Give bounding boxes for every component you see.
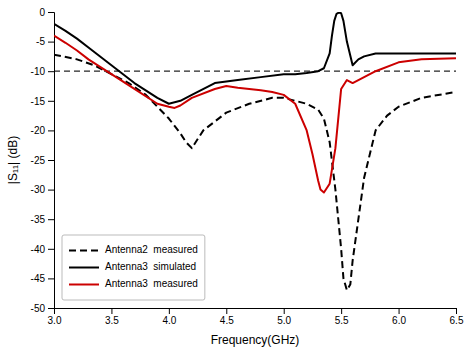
x-axis-title: Frequency(GHz)	[211, 333, 300, 347]
tick-mark	[48, 42, 54, 43]
tick: 6.0	[392, 308, 406, 326]
series-line	[54, 36, 456, 193]
legend-item: Antenna2 measured	[69, 244, 198, 255]
legend-swatch	[69, 250, 99, 252]
legend-swatch	[69, 284, 99, 286]
tick-mark	[456, 308, 457, 314]
legend-frame	[62, 235, 205, 300]
tick: 4.5	[220, 308, 234, 326]
tick-label: -5	[36, 36, 45, 47]
tick: -15	[31, 96, 54, 107]
legend-label: Antenna3 simulated	[105, 261, 196, 272]
tick-label: -50	[31, 303, 46, 314]
tick: -5	[36, 36, 54, 47]
tick-mark	[284, 308, 285, 314]
tick-mark	[48, 12, 54, 13]
tick-label: -10	[31, 66, 46, 77]
tick-mark	[111, 308, 112, 314]
tick-mark	[48, 160, 54, 161]
tick-mark	[341, 308, 342, 314]
y-axis: 0 -5 -10 -15 -20 -25 -30 -35 -40 -45 -50	[31, 7, 55, 314]
chart: 3.0 3.5 4.0 4.5 5.0 5.5 6.0 6.5 0 -5 -10 -15 -20 -25 -…	[0, 0, 474, 354]
legend-label: Antenna3 measured	[105, 278, 198, 289]
tick-mark	[48, 308, 54, 309]
tick-mark	[48, 130, 54, 131]
tick-label: -15	[31, 96, 46, 107]
tick: -30	[31, 184, 54, 195]
marks	[54, 13, 456, 291]
tick: -35	[31, 214, 54, 225]
tick: -20	[31, 125, 54, 136]
tick-label: 4.5	[220, 315, 234, 326]
tick-mark	[48, 219, 54, 220]
reference-line	[54, 71, 456, 72]
tick-label: 6.5	[450, 315, 464, 326]
tick-mark	[48, 249, 54, 250]
tick-label: 4.0	[162, 315, 176, 326]
tick-mark	[48, 278, 54, 279]
x-axis: 3.0 3.5 4.0 4.5 5.0 5.5 6.0 6.5	[48, 308, 464, 326]
tick: 6.5	[450, 308, 464, 326]
tick-label: 3.5	[105, 315, 119, 326]
x-axis-line	[55, 309, 457, 315]
tick-mark	[48, 101, 54, 102]
tick: -50	[31, 303, 54, 314]
tick-label: -25	[31, 155, 46, 166]
plot-area: 3.0 3.5 4.0 4.5 5.0 5.5 6.0 6.5 0 -5 -10 -15 -20 -25 -…	[31, 7, 464, 326]
tick-label: -45	[31, 273, 46, 284]
tick-label: 3.0	[48, 315, 62, 326]
y-axis-line	[48, 13, 55, 309]
tick-mark	[169, 308, 170, 314]
tick: -45	[31, 273, 54, 284]
tick-label: 5.5	[335, 315, 349, 326]
tick: 0	[39, 7, 54, 18]
legend-swatch	[69, 267, 99, 269]
y-axis-title: |S₁₁| (dB)	[6, 136, 20, 184]
tick: 5.5	[335, 308, 349, 326]
tick: -40	[31, 244, 54, 255]
tick-label: -35	[31, 214, 46, 225]
tick-label: 6.0	[392, 315, 406, 326]
tick-label: 0	[39, 7, 45, 18]
tick: 4.0	[162, 308, 176, 326]
legend-item: Antenna3 simulated	[69, 261, 196, 272]
tick: -10	[31, 66, 54, 77]
tick-label: 5.0	[277, 315, 291, 326]
legend-label: Antenna2 measured	[105, 244, 198, 255]
tick-label: -40	[31, 244, 46, 255]
tick-mark	[399, 308, 400, 314]
tick-mark	[48, 71, 54, 72]
legend-item: Antenna3 measured	[69, 278, 198, 289]
legend: Antenna2 measured Antenna3 simulated Anten…	[62, 235, 205, 300]
tick: 5.0	[277, 308, 291, 326]
tick: 3.0	[48, 308, 62, 326]
tick: 3.5	[105, 308, 119, 326]
tick: -25	[31, 155, 54, 166]
tick-label: -30	[31, 184, 46, 195]
tick-label: -20	[31, 125, 46, 136]
tick-mark	[48, 190, 54, 191]
tick-mark	[226, 308, 227, 314]
